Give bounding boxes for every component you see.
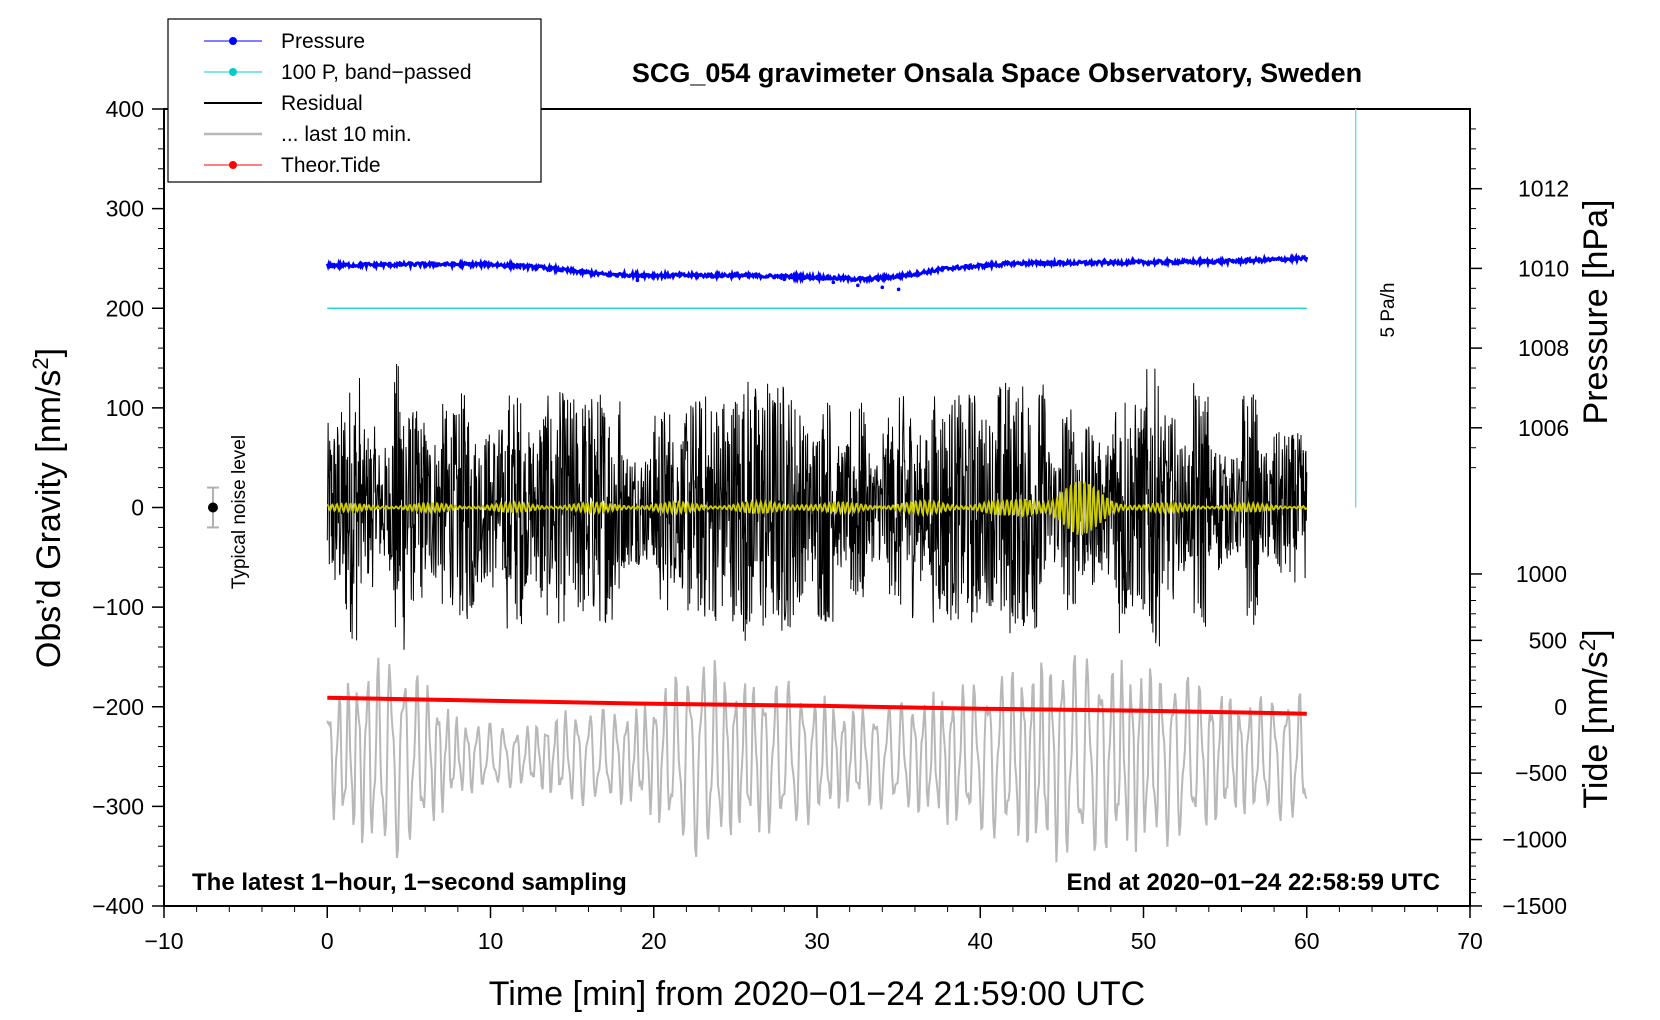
pressure-tick-label: 1008	[1518, 335, 1569, 361]
theoretical-tide-series	[327, 695, 1307, 716]
x-tick-label: −10	[144, 928, 183, 954]
x-tick-label: 10	[478, 928, 504, 954]
tide-tick-label: 0	[1554, 694, 1567, 720]
noise-point	[207, 502, 218, 513]
y-axis-left: −400 −300 −200 −100 0 100 200 300 400	[92, 96, 164, 919]
tide-axis-label-main: Tide [nm/s	[1577, 651, 1615, 808]
pressure-outlier-point	[635, 278, 640, 283]
pressure-outlier-point	[880, 285, 885, 290]
y-axis-left-label-main: Obs’d Gravity [nm/s	[30, 370, 68, 669]
tide-tick-label: −1500	[1502, 893, 1567, 919]
legend: Pressure 100 P, band−passed Residual ... la…	[167, 18, 542, 183]
y-tick-label: 200	[106, 295, 144, 321]
legend-label: Residual	[281, 92, 363, 115]
legend-label: ... last 10 min.	[281, 123, 412, 146]
legend-box	[167, 18, 542, 183]
y-tick-label: −100	[92, 594, 144, 620]
legend-label: Theor.Tide	[281, 154, 381, 177]
tide-line	[327, 695, 1307, 716]
residual-series	[326, 363, 1308, 650]
tide-axis-right: −1500 −1000 −500 0 500 1000	[1470, 561, 1567, 919]
band-passed-residual-series	[326, 480, 1308, 535]
chart-title: SCG_054 gravimeter Onsala Space Observat…	[632, 58, 1362, 88]
x-axis: −10 0 10 20 30 40 50 60 70	[144, 906, 1483, 954]
pressure-tick-label: 1006	[1518, 415, 1569, 441]
sampling-note: The latest 1−hour, 1−second sampling	[192, 869, 627, 896]
noise-level-marker	[206, 486, 219, 529]
last-10-min-line	[326, 655, 1308, 863]
y-tick-label: 400	[106, 96, 144, 122]
y-axis-left-label-sup: 2	[28, 357, 53, 369]
x-tick-label: 70	[1457, 928, 1483, 954]
y-tick-label: 100	[106, 395, 144, 421]
y-tick-label: −200	[92, 694, 144, 720]
y-axis-left-label-end: ]	[30, 348, 68, 357]
y-tick-label: 300	[106, 196, 144, 222]
y-tick-label: 0	[131, 495, 144, 521]
y-axis-left-label: Obs’d Gravity [nm/s2]	[28, 348, 68, 668]
y-tick-label: −300	[92, 793, 144, 819]
pressure-axis-label: Pressure [hPa]	[1577, 200, 1615, 425]
rate-label: 5 Pa/h	[1378, 283, 1399, 338]
x-tick-label: 0	[321, 928, 334, 954]
x-tick-label: 20	[641, 928, 667, 954]
pressure-outlier-point	[896, 287, 901, 292]
legend-marker	[229, 161, 237, 169]
legend-label: Pressure	[281, 30, 365, 53]
legend-marker	[229, 37, 237, 45]
pressure-line	[325, 252, 1309, 285]
legend-label: 100 P, band−passed	[281, 61, 472, 84]
legend-marker	[229, 68, 237, 76]
pressure-outlier-point	[782, 277, 787, 282]
tide-tick-label: 500	[1529, 627, 1567, 653]
tide-tick-label: −1000	[1502, 827, 1567, 853]
tide-tick-label: −500	[1515, 760, 1567, 786]
band-passed-line	[326, 480, 1308, 535]
end-time-note: End at 2020−01−24 22:58:59 UTC	[1066, 869, 1440, 896]
pressure-series	[325, 252, 1309, 292]
residual-line	[326, 363, 1308, 650]
x-tick-label: 40	[967, 928, 993, 954]
x-axis-label: Time [min] from 2020−01−24 21:59:00 UTC	[489, 975, 1145, 1013]
y-tick-label: −400	[92, 893, 144, 919]
pressure-tick-label: 1012	[1518, 176, 1569, 202]
tide-tick-label: 1000	[1516, 561, 1567, 587]
x-tick-label: 50	[1131, 928, 1157, 954]
pressure-outlier-point	[831, 280, 836, 285]
pressure-tick-label: 1010	[1518, 255, 1569, 281]
pressure-axis-right: 1006 1008 1010 1012	[1470, 128, 1569, 469]
x-tick-label: 60	[1294, 928, 1320, 954]
x-tick-label: 30	[804, 928, 830, 954]
last-10-min-series	[326, 655, 1308, 863]
tide-axis-label-sup: 2	[1575, 639, 1600, 651]
tide-axis-label-end: ]	[1577, 629, 1615, 638]
pressure-outlier-point	[856, 283, 860, 288]
tide-axis-label: Tide [nm/s2]	[1575, 629, 1615, 808]
noise-level-label: Typical noise level	[229, 435, 250, 589]
